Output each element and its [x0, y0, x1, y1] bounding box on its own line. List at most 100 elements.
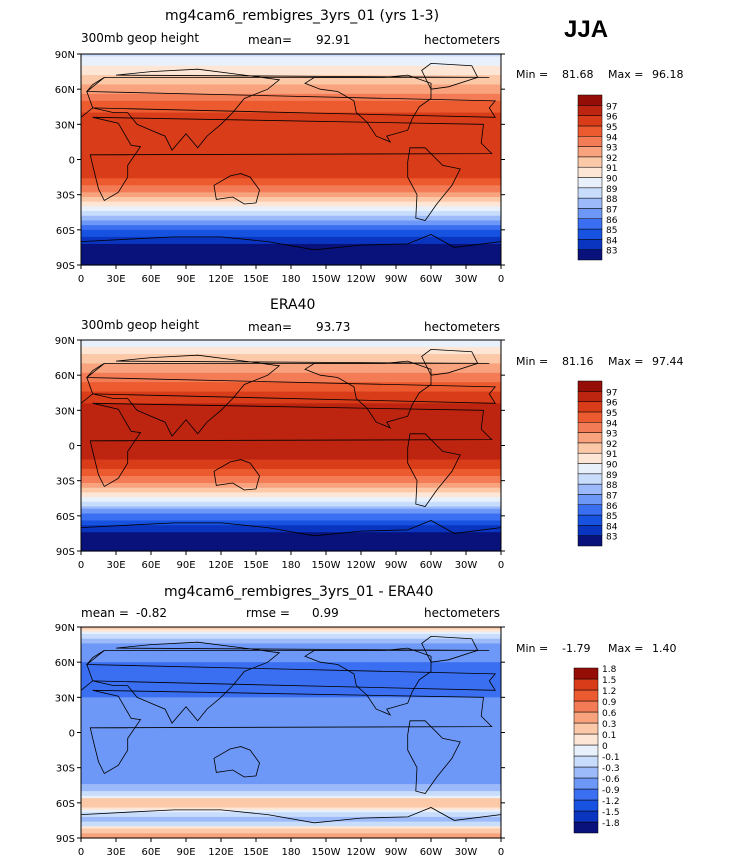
field-band-86 [81, 828, 501, 832]
field-band-5 [81, 65, 501, 69]
field-band-69 [81, 788, 501, 792]
field-band-3 [81, 347, 501, 350]
panel2-min-label: Min = [516, 355, 549, 368]
field-band-21 [81, 103, 501, 107]
field-band-47 [81, 450, 501, 454]
field-band-27 [81, 690, 501, 694]
x-tick-label: 60E [141, 847, 160, 858]
coastline-3 [407, 720, 461, 794]
x-tick-label: 150E [243, 274, 268, 285]
field-band-78 [81, 522, 501, 526]
colorbar-label: 92 [606, 154, 617, 164]
colorbar-label: 1.5 [602, 676, 616, 686]
field-band-84 [81, 250, 501, 254]
field-band-1 [81, 629, 501, 633]
field-band-7 [81, 356, 501, 360]
field-band-41 [81, 723, 501, 727]
field-band-19 [81, 384, 501, 388]
field-band-36 [81, 424, 501, 428]
field-band-41 [81, 436, 501, 440]
x-tick-label: 90E [176, 560, 195, 571]
field-band-18 [81, 382, 501, 386]
colorbar-box-7 [573, 744, 599, 757]
field-band-80 [81, 527, 501, 531]
colorbar-box-0 [577, 249, 603, 261]
x-tick-label: 90W [385, 274, 408, 285]
y-tick-label: 90N [55, 336, 75, 347]
field-band-67 [81, 211, 501, 215]
x-tick-label: 30W [455, 560, 478, 571]
panel3-max-value: 1.40 [652, 642, 677, 655]
field-band-16 [81, 664, 501, 668]
colorbar-box-15 [577, 94, 603, 106]
field-band-18 [81, 669, 501, 673]
field-band-0 [81, 54, 501, 57]
colorbar-box-11 [573, 700, 599, 713]
field-band-62 [81, 199, 501, 203]
panel2-max-label: Max = [608, 355, 644, 368]
colorbar-box-2 [577, 514, 603, 526]
field-band-18 [81, 96, 501, 100]
colorbar-box-8 [577, 452, 603, 464]
panel1-title: mg4cam6_rembigres_3yrs_01 (yrs 1-3) [165, 8, 440, 24]
colorbar-box-4 [573, 777, 599, 790]
field-band-62 [81, 772, 501, 776]
field-band-39 [81, 431, 501, 435]
field-band-6 [81, 641, 501, 645]
field-band-55 [81, 468, 501, 472]
field-band-63 [81, 487, 501, 491]
colorbar-label: 96 [606, 113, 618, 123]
coastline-1 [89, 402, 493, 488]
colorbar-label: 87 [606, 205, 617, 215]
x-tick-label: 30W [455, 847, 478, 858]
coastline-2 [304, 360, 432, 429]
x-tick-label: 60E [141, 274, 160, 285]
field-band-60 [81, 767, 501, 771]
field-band-31 [81, 699, 501, 703]
colorbar-box-1 [573, 810, 599, 823]
colorbar-label: -0.6 [602, 775, 620, 785]
panel3-mean-label: mean = [81, 606, 129, 620]
coastline-1 [89, 116, 493, 202]
coastline-1 [89, 689, 493, 775]
field-band-44 [81, 443, 501, 447]
x-tick-label: 150W [312, 847, 341, 858]
x-tick-label: 90W [385, 847, 408, 858]
colorbar-box-9 [577, 442, 603, 454]
colorbar-label: 92 [606, 440, 617, 450]
field-band-1 [81, 56, 501, 60]
x-tick-label: 0 [78, 847, 84, 858]
field-band-61 [81, 770, 501, 773]
coastline-3 [407, 433, 461, 507]
field-band-70 [81, 504, 501, 508]
field-band-79 [81, 525, 501, 529]
field-band-27 [81, 403, 501, 407]
y-tick-label: 90S [56, 261, 75, 272]
x-tick-label: 150W [312, 560, 341, 571]
colorbar-box-7 [577, 463, 603, 475]
field-band-49 [81, 741, 501, 745]
field-band-67 [81, 497, 501, 501]
y-tick-label: 30S [56, 477, 75, 488]
y-tick-label: 90N [55, 50, 75, 61]
field-band-2 [81, 344, 501, 348]
field-band-61 [81, 483, 501, 486]
field-band-54 [81, 466, 501, 470]
field-band-41 [81, 150, 501, 154]
colorbar-box-3 [573, 788, 599, 801]
field-band-46 [81, 447, 501, 451]
field-band-12 [81, 368, 501, 372]
field-band-5 [81, 638, 501, 642]
colorbar-box-12 [573, 689, 599, 702]
field-band-74 [81, 513, 501, 517]
field-band-4 [81, 63, 501, 67]
field-band-53 [81, 464, 501, 468]
x-tick-label: 120W [347, 847, 376, 858]
field-band-3 [81, 61, 501, 64]
x-tick-label: 180 [281, 274, 300, 285]
field-band-82 [81, 246, 501, 250]
colorbar-label: 0.3 [602, 720, 616, 730]
